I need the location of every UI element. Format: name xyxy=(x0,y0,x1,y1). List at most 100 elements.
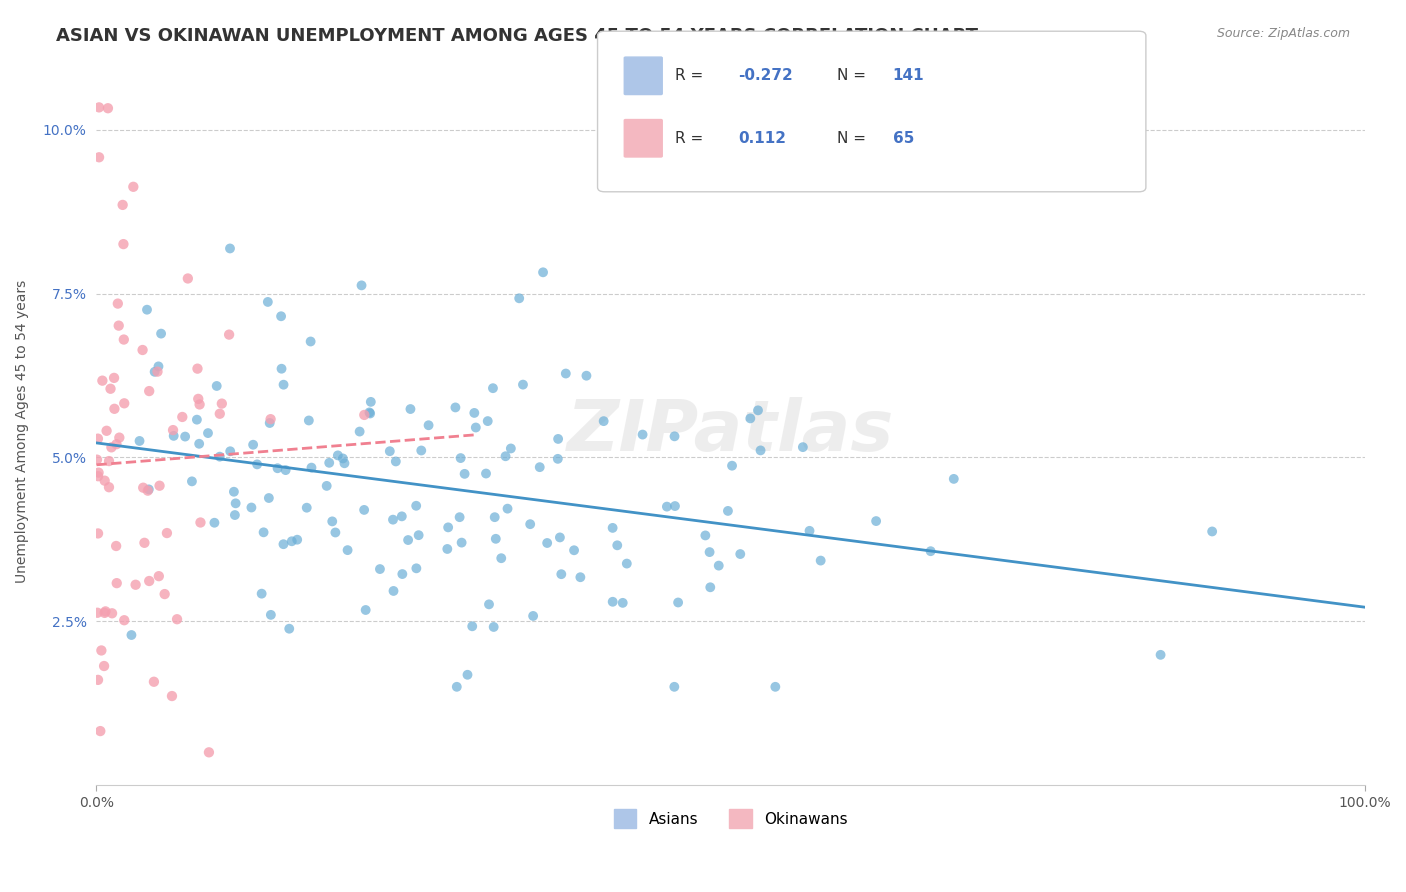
Point xyxy=(446,680,468,694)
Point xyxy=(350,278,373,293)
Point xyxy=(273,377,295,392)
Point xyxy=(219,242,242,256)
Point xyxy=(93,606,115,620)
Point xyxy=(257,491,280,505)
Point xyxy=(172,409,194,424)
Point xyxy=(186,412,208,426)
Text: R =: R = xyxy=(675,69,709,83)
Point xyxy=(87,100,110,114)
Point xyxy=(461,619,484,633)
Point xyxy=(321,515,343,529)
Point xyxy=(449,510,471,524)
Text: 65: 65 xyxy=(893,131,914,145)
Point xyxy=(810,553,832,567)
Point xyxy=(93,474,115,488)
Point xyxy=(359,407,381,421)
Point xyxy=(256,294,278,309)
Text: ASIAN VS OKINAWAN UNEMPLOYMENT AMONG AGES 45 TO 54 YEARS CORRELATION CHART: ASIAN VS OKINAWAN UNEMPLOYMENT AMONG AGE… xyxy=(56,27,979,45)
Point xyxy=(707,558,730,573)
Point xyxy=(747,403,769,417)
Point xyxy=(482,620,505,634)
Point xyxy=(315,479,337,493)
Point xyxy=(208,450,231,464)
Point xyxy=(98,480,121,494)
Point xyxy=(160,689,183,703)
Point xyxy=(148,359,170,374)
Point xyxy=(122,179,145,194)
Point xyxy=(592,414,614,428)
Point xyxy=(259,416,281,430)
Point xyxy=(562,543,585,558)
Point xyxy=(148,479,170,493)
Point xyxy=(91,374,114,388)
Point xyxy=(749,443,772,458)
Point xyxy=(94,604,117,618)
Point xyxy=(484,510,506,524)
Point xyxy=(100,382,122,396)
Point xyxy=(399,402,422,417)
Text: 0.112: 0.112 xyxy=(738,131,786,145)
Point xyxy=(382,584,405,599)
Point xyxy=(298,413,321,427)
Point xyxy=(450,535,472,549)
Point xyxy=(246,458,269,472)
Point xyxy=(436,541,458,556)
Point xyxy=(299,334,322,349)
Point xyxy=(382,513,405,527)
Text: ZIPatlas: ZIPatlas xyxy=(567,397,894,466)
Point xyxy=(103,371,125,385)
Point xyxy=(391,509,413,524)
Point xyxy=(107,318,129,333)
Point xyxy=(522,609,544,624)
Point xyxy=(536,536,558,550)
Point xyxy=(225,496,247,510)
Point xyxy=(252,525,274,540)
Point xyxy=(142,674,165,689)
Point xyxy=(730,547,752,561)
Point xyxy=(548,530,571,544)
Point xyxy=(569,570,592,584)
Point xyxy=(353,503,375,517)
Point xyxy=(205,379,228,393)
Point xyxy=(354,603,377,617)
Point xyxy=(353,408,375,422)
Point xyxy=(942,472,965,486)
Point xyxy=(717,504,740,518)
Point xyxy=(208,407,231,421)
Point xyxy=(699,545,721,559)
Point xyxy=(554,367,576,381)
Point xyxy=(325,525,347,540)
Point xyxy=(273,537,295,551)
Point xyxy=(103,401,125,416)
Point xyxy=(378,444,401,458)
Point xyxy=(695,528,717,542)
Point xyxy=(519,517,541,532)
Point xyxy=(602,521,624,535)
Point xyxy=(260,607,283,622)
Point xyxy=(224,508,246,522)
Legend: Asians, Okinawans: Asians, Okinawans xyxy=(607,803,853,834)
Point xyxy=(666,595,689,609)
Y-axis label: Unemployment Among Ages 45 to 54 years: Unemployment Among Ages 45 to 54 years xyxy=(15,279,30,582)
Point xyxy=(174,429,197,443)
Point xyxy=(181,475,204,489)
Text: 141: 141 xyxy=(893,69,924,83)
Point xyxy=(188,397,211,411)
Point xyxy=(631,427,654,442)
Point xyxy=(107,296,129,310)
Point xyxy=(1149,648,1171,662)
Point xyxy=(278,622,301,636)
Point xyxy=(332,451,354,466)
Point xyxy=(162,423,184,437)
Point xyxy=(740,411,762,425)
Point xyxy=(529,460,551,475)
Point xyxy=(112,396,135,410)
Point xyxy=(138,384,160,398)
Point xyxy=(464,420,486,434)
Point xyxy=(153,587,176,601)
Text: N =: N = xyxy=(837,69,870,83)
Point xyxy=(166,612,188,626)
Point xyxy=(240,500,263,515)
Point xyxy=(285,533,308,547)
Point xyxy=(547,451,569,466)
